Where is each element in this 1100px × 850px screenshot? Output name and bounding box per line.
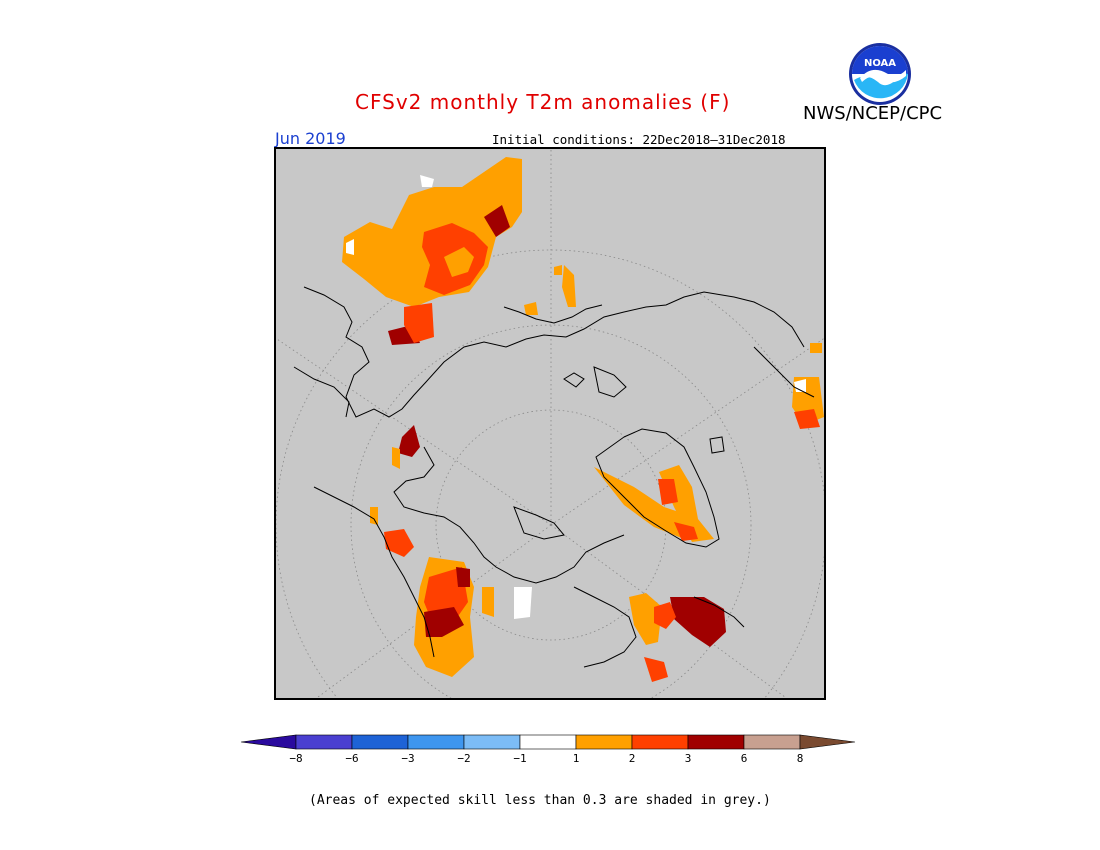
colorbar-tick-label: 2: [628, 752, 636, 765]
colorbar-bin: [407, 734, 465, 750]
footnote: (Areas of expected skill less than 0.3 a…: [309, 793, 771, 808]
colorbar-arrow-low: [240, 734, 297, 750]
colorbar-bin: [351, 734, 409, 750]
map-frame: [274, 147, 826, 700]
colorbar-bin: [463, 734, 521, 750]
colorbar-tick-label: 3: [684, 752, 692, 765]
agency-label: NWS/NCEP/CPC: [803, 103, 943, 124]
colorbar-tick-label: −3: [401, 752, 415, 765]
colorbar-bin: [743, 734, 801, 750]
colorbar-tick-label: −2: [457, 752, 471, 765]
colorbar-tick-label: −6: [345, 752, 359, 765]
noaa-logo-icon: NOAA: [849, 43, 911, 105]
colorbar-bin: [519, 734, 577, 750]
colorbar-bin: [575, 734, 633, 750]
chart-title: CFSv2 monthly T2m anomalies (F): [355, 90, 731, 114]
coastlines: [293, 286, 815, 668]
colorbar-tick-label: 1: [572, 752, 580, 765]
colorbar-bin: [687, 734, 745, 750]
initial-conditions: Initial conditions: 22Dec2018–31Dec2018: [492, 132, 786, 147]
colorbar-bin: [631, 734, 689, 750]
colorbar-tick-label: −8: [289, 752, 303, 765]
anomaly-shading: [342, 157, 824, 682]
colorbar-tick-label: −1: [513, 752, 527, 765]
colorbar: [240, 734, 856, 750]
colorbar-bin: [295, 734, 353, 750]
colorbar-tick-label: 6: [740, 752, 748, 765]
colorbar-arrow-high: [799, 734, 856, 750]
logo-text: NOAA: [864, 58, 896, 69]
forecast-month: Jun 2019: [275, 129, 346, 148]
anomaly-map: [274, 147, 826, 700]
colorbar-tick-label: 8: [796, 752, 804, 765]
